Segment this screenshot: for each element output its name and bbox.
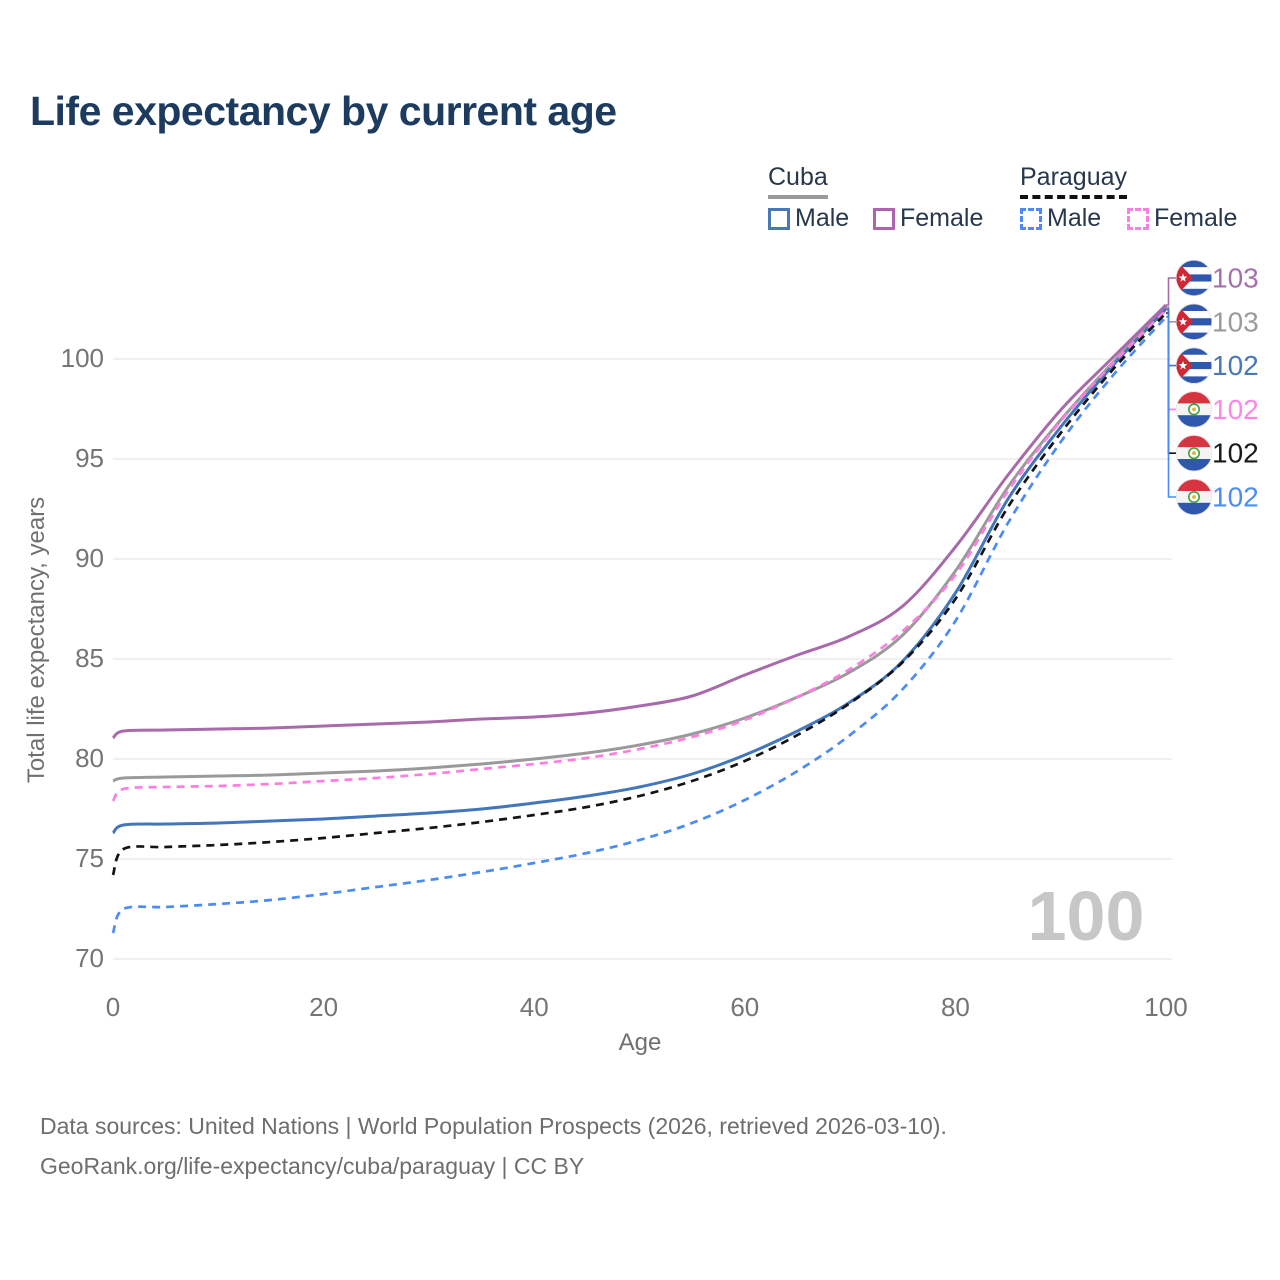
end-label-cuba-total: 103: [1212, 306, 1259, 337]
y-tick-70: 70: [75, 943, 104, 973]
paraguay-flag-icon: [1175, 391, 1213, 428]
legend-group-cuba-label: Cuba: [768, 163, 828, 191]
end-label-cuba-female: 103: [1212, 263, 1259, 294]
y-tick-90: 90: [75, 543, 104, 573]
y-axis-label: Total life expectancy, years: [23, 497, 50, 783]
age-watermark: 100: [1028, 877, 1145, 955]
x-tick-20: 20: [309, 992, 338, 1022]
legend-swatch-paraguay-male: [1020, 207, 1042, 230]
series-line-cuba-total: [112, 305, 1168, 783]
end-label-cuba-male: 102: [1212, 350, 1259, 381]
legend-label-paraguay-male: Male: [1047, 204, 1102, 232]
y-tick-95: 95: [75, 443, 104, 473]
x-axis-label: Age: [619, 1029, 662, 1056]
end-label-paraguay-total: 102: [1212, 438, 1259, 469]
series-line-paraguay-female: [111, 309, 1167, 802]
y-tick-85: 85: [75, 643, 104, 673]
legend-item-paraguay-male[interactable]: Male: [1020, 204, 1101, 233]
cuba-flag-icon: [1175, 303, 1213, 340]
x-tick-40: 40: [520, 992, 549, 1022]
leader-line-paraguay-male: [1166, 316, 1176, 498]
legend-swatch-paraguay-female: [1127, 207, 1149, 230]
end-label-paraguay-female: 102: [1212, 394, 1259, 425]
series-line-paraguay-male: [111, 316, 1167, 934]
legend-group-paraguay: Paraguay: [1020, 163, 1128, 199]
paraguay-flag-icon: [1175, 435, 1213, 472]
footer-attribution: GeoRank.org/life-expectancy/cuba/paragua…: [40, 1153, 585, 1179]
legend-item-paraguay-female[interactable]: Female: [1127, 204, 1237, 233]
legend-label-paraguay-female: Female: [1154, 204, 1238, 232]
page-title: Life expectancy by current age: [30, 88, 617, 134]
x-tick-80: 80: [941, 992, 970, 1022]
y-tick-75: 75: [75, 843, 104, 873]
y-tick-80: 80: [75, 743, 104, 773]
legend-group-cuba: Cuba: [768, 163, 828, 199]
leader-line-paraguay-total: [1166, 312, 1176, 454]
legend-item-cuba-female[interactable]: Female: [873, 204, 983, 233]
legend-swatch-cuba-female: [873, 207, 895, 230]
leader-line-cuba-female: [1166, 277, 1176, 306]
chart-legend: Cuba Paraguay Male Female Male Female: [0, 163, 1280, 243]
x-tick-60: 60: [730, 992, 759, 1022]
footer-data-sources: Data sources: United Nations | World Pop…: [40, 1113, 947, 1139]
footer: Data sources: United Nations | World Pop…: [40, 1106, 947, 1186]
legend-group-paraguay-label: Paraguay: [1020, 163, 1128, 191]
series-line-paraguay-total: [111, 312, 1167, 876]
legend-label-cuba-male: Male: [795, 204, 850, 232]
end-label-paraguay-male: 102: [1212, 482, 1259, 513]
legend-label-cuba-female: Female: [900, 204, 984, 232]
x-tick-100: 100: [1144, 992, 1187, 1022]
y-tick-100: 100: [61, 343, 104, 373]
series-line-cuba-female: [111, 303, 1168, 740]
legend-item-cuba-male[interactable]: Male: [768, 204, 849, 233]
legend-swatch-cuba-male: [768, 207, 790, 230]
cuba-flag-icon: [1175, 259, 1213, 297]
series-line-cuba-male: [111, 307, 1168, 835]
cuba-flag-icon: [1175, 347, 1213, 384]
paraguay-flag-icon: [1175, 478, 1213, 516]
x-tick-0: 0: [106, 992, 120, 1022]
